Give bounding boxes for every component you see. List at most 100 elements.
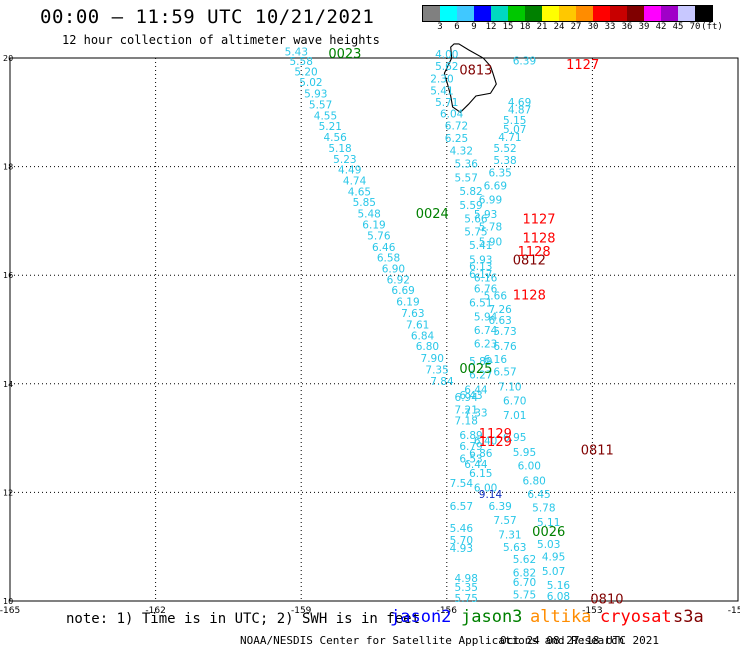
wave-height-label: 6.69: [391, 285, 414, 297]
wave-height-label: 5.15: [503, 115, 526, 127]
wave-height-label: 5.16: [547, 580, 571, 592]
wave-height-label: 5.76: [367, 230, 391, 242]
colorbar-label: 45: [672, 22, 684, 32]
pass-time-label: 0813: [459, 63, 492, 78]
colorbar-label: 33: [604, 22, 616, 32]
colorbar-swatch: [644, 6, 661, 21]
wave-height-label: 5.75: [455, 593, 478, 605]
wave-height-label: 6.27: [469, 369, 492, 381]
credit-text: NOAA/NESDIS Center for Satellite Applica…: [240, 634, 625, 647]
pass-time-label: 0023: [328, 47, 361, 62]
colorbar-label: 21: [536, 22, 548, 32]
colorbar-label: 15: [502, 22, 514, 32]
wave-height-label: 5.66: [464, 214, 488, 226]
x-tick-label: -150: [728, 606, 740, 616]
wave-height-label: 7.10: [498, 381, 521, 393]
map-frame: [9, 57, 739, 602]
wave-height-label: 5.93: [474, 209, 497, 221]
pass-time-label: 1129: [479, 427, 512, 442]
wave-height-label: 6.70: [513, 577, 536, 589]
colorbar-label: 24: [553, 22, 565, 32]
wave-height-label: 6.92: [387, 274, 410, 286]
wave-height-label: 5.94: [474, 311, 498, 323]
page-subtitle: 12 hour collection of altimeter wave hei…: [62, 33, 380, 47]
colorbar-label: 42: [655, 22, 667, 32]
pass-time-label: 0811: [581, 443, 614, 458]
wave-height-label: 6.39: [488, 501, 511, 513]
wave-height-label: 6.58: [377, 253, 400, 265]
pass-time-label: 0810: [590, 593, 623, 608]
pass-time-label: 1127: [566, 58, 599, 73]
wave-height-label: 7.57: [493, 515, 516, 527]
wave-height-label: 5.41: [469, 240, 492, 252]
legend-cryosat: cryosat: [600, 607, 672, 627]
wave-height-label: 6.89: [459, 430, 482, 442]
colorbar-swatch: [440, 6, 457, 21]
wave-height-label: 5.82: [459, 186, 482, 198]
colorbar-swatch: [678, 6, 695, 21]
wave-height-label: 6.69: [484, 180, 507, 192]
wave-height-label: 5.95: [513, 447, 536, 459]
legend-altika: altika: [530, 607, 592, 627]
wave-height-label: 6.23: [474, 338, 497, 350]
wave-height-label: 5.62: [435, 61, 458, 73]
wave-height-label: 6.04: [440, 109, 464, 121]
wave-height-label: 5.02: [299, 77, 322, 89]
wave-height-label: 5.36: [455, 159, 479, 171]
pass-time-label: 1128: [518, 245, 551, 260]
y-tick-label: 16: [3, 271, 13, 280]
island-coastline: [443, 43, 497, 114]
wave-height-label: 7.26: [488, 304, 512, 316]
units-note: note: 1) Time is in UTC; 2) SWH is in fe…: [66, 611, 421, 627]
colorbar: [422, 5, 713, 22]
generated-timestamp: Oct 24 08:27:18 UTC 2021: [500, 634, 659, 647]
wave-height-label: 5.35: [455, 582, 478, 594]
wave-height-label: 6.45: [527, 489, 550, 501]
wave-height-label: 6.00: [518, 461, 541, 473]
wave-height-label: 6.57: [493, 367, 516, 379]
x-tick-label: -165: [0, 606, 20, 616]
wave-height-label: 5.48: [357, 209, 380, 221]
x-tick-label: -153: [582, 606, 602, 616]
wave-height-label: 6.76: [493, 341, 517, 353]
wave-height-label: 6.25: [445, 133, 468, 145]
x-tick-label: -159: [291, 606, 312, 616]
wave-height-label: 6.90: [382, 263, 405, 275]
wave-height-label: 6.72: [445, 121, 468, 133]
wave-height-label: 4.93: [450, 543, 473, 555]
y-tick-label: 10: [3, 597, 13, 606]
wave-height-label: 6.74: [474, 325, 498, 337]
wave-height-label: 6.46: [372, 242, 396, 254]
wave-height-label: 6.80: [522, 475, 545, 487]
colorbar-label: (ft): [701, 22, 723, 32]
wave-height-label: 6.70: [503, 395, 526, 407]
wave-height-label: 6.57: [450, 501, 473, 513]
wave-height-label: 5.93: [304, 89, 327, 101]
wave-height-label: 4.71: [498, 132, 521, 144]
wave-height-label: 6.43: [459, 390, 482, 402]
colorbar-swatch: [525, 6, 542, 21]
wave-height-label: 4.49: [338, 165, 361, 177]
legend-jason3: jason3: [461, 607, 523, 627]
wave-height-label: 5.66: [484, 291, 508, 303]
wave-height-label: 4.95: [542, 551, 565, 563]
wave-height-label: 5.43: [285, 46, 308, 58]
wave-height-label: 9.14: [479, 489, 503, 501]
pass-time-label: 0812: [513, 253, 546, 268]
wave-height-label: 5.23: [333, 154, 356, 166]
wave-height-label: 5.73: [493, 326, 516, 338]
wave-height-label: 6.63: [488, 315, 511, 327]
wave-height-label: 7.54: [450, 478, 474, 490]
wave-height-label: 4.74: [343, 176, 367, 188]
wave-height-label: 5.78: [479, 222, 502, 234]
wave-height-label: 6.80: [416, 341, 439, 353]
colorbar-label: 36: [621, 22, 633, 32]
colorbar-swatch: [508, 6, 525, 21]
wave-height-label: 7.90: [421, 353, 444, 365]
colorbar-label: 30: [587, 22, 599, 32]
wave-height-label: 5.18: [328, 143, 351, 155]
wave-height-label: 5.93: [469, 254, 492, 266]
wave-height-label: 5.75: [513, 589, 536, 601]
